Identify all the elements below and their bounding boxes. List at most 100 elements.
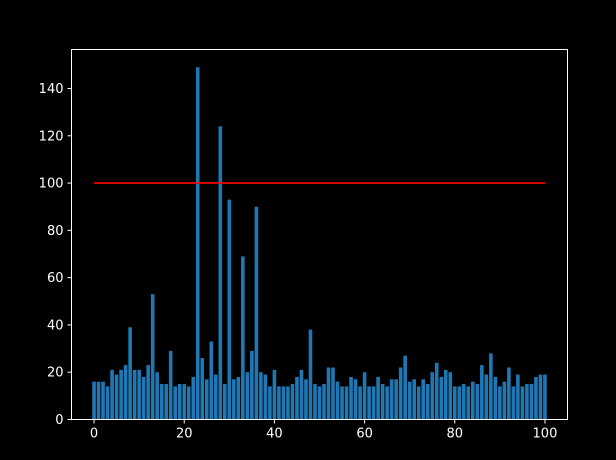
bar-25 (204, 379, 209, 420)
bar-15 (159, 384, 164, 420)
bar-71 (412, 379, 416, 420)
bar-72 (416, 386, 421, 420)
bar-52 (326, 367, 331, 420)
bar-82 (461, 384, 466, 420)
y-tick-label-80: 80 (47, 224, 64, 239)
bar-34 (245, 372, 250, 420)
bar-98 (534, 376, 538, 420)
bar-93 (511, 386, 516, 420)
bar-33 (241, 256, 245, 420)
bar-74 (425, 384, 430, 420)
bar-45 (295, 376, 299, 420)
bar-30 (227, 199, 232, 420)
x-tick-label-80: 80 (446, 427, 463, 442)
bar-91 (502, 381, 507, 420)
bar-40 (272, 369, 277, 420)
bar-47 (304, 379, 308, 420)
x-tick-label-0: 0 (90, 427, 98, 442)
bar-0 (92, 381, 96, 420)
bar-61 (367, 386, 371, 420)
bar-66 (389, 379, 394, 420)
x-tick-label-40: 40 (266, 427, 283, 442)
y-tick-label-120: 120 (39, 129, 64, 144)
bar-77 (439, 376, 444, 420)
plot-frame (71, 49, 568, 420)
bar-96 (525, 384, 529, 420)
bar-85 (475, 384, 480, 420)
y-tick-label-40: 40 (47, 318, 64, 333)
bar-51 (322, 384, 326, 420)
bar-13 (150, 294, 155, 420)
bar-39 (268, 386, 272, 420)
bar-69 (403, 355, 407, 420)
x-tick-label-100: 100 (533, 427, 558, 442)
bar-16 (164, 384, 168, 420)
bar-78 (443, 369, 448, 420)
bar-18 (173, 386, 178, 420)
y-axis: 0 20 40 60 80 100 120 140 (39, 82, 72, 428)
bar-48 (308, 329, 313, 420)
bar-84 (471, 381, 475, 420)
bar-42 (281, 386, 286, 420)
y-tick-label-60: 60 (47, 271, 64, 286)
bar-9 (132, 369, 137, 420)
bar-36 (254, 206, 259, 420)
bar-11 (141, 376, 146, 420)
bar-3 (105, 386, 110, 420)
bar-86 (480, 365, 484, 420)
bar-43 (286, 386, 290, 420)
bar-21 (186, 386, 191, 420)
bar-70 (407, 381, 412, 420)
bar-4 (110, 369, 114, 420)
bar-1 (96, 381, 101, 420)
bar-26 (209, 341, 214, 420)
bar-73 (421, 379, 426, 420)
bar-22 (191, 376, 196, 420)
bar-92 (507, 367, 511, 420)
bar-37 (259, 372, 263, 420)
bar-17 (168, 350, 173, 420)
bar-58 (353, 379, 358, 420)
bar-14 (155, 372, 159, 420)
bar-29 (223, 384, 227, 420)
bar-80 (452, 386, 457, 420)
bar-6 (119, 369, 123, 420)
bar-60 (362, 372, 367, 420)
bar-46 (299, 369, 304, 420)
bar-100 (543, 374, 547, 420)
x-tick-label-60: 60 (356, 427, 373, 442)
y-tick-label-0: 0 (55, 413, 63, 428)
bar-63 (376, 376, 380, 420)
bar-64 (380, 384, 385, 420)
bar-68 (398, 367, 403, 420)
bar-31 (232, 379, 236, 420)
bar-28 (218, 126, 223, 420)
bar-55 (340, 386, 344, 420)
bar-83 (466, 386, 471, 420)
bar-94 (516, 374, 520, 420)
bar-89 (493, 376, 498, 420)
bar-67 (394, 379, 398, 420)
bar-5 (114, 374, 119, 420)
x-tick-label-20: 20 (176, 427, 193, 442)
bar-88 (489, 353, 493, 420)
bar-38 (263, 374, 268, 420)
bar-95 (520, 386, 525, 420)
bar-81 (457, 386, 462, 420)
y-tick-label-140: 140 (39, 82, 64, 97)
bar-50 (317, 386, 322, 420)
bar-12 (146, 365, 150, 420)
bar-75 (430, 372, 435, 420)
bar-53 (331, 367, 335, 420)
bar-series (92, 67, 547, 420)
y-tick-label-20: 20 (47, 366, 64, 381)
bar-54 (335, 381, 340, 420)
bar-79 (448, 372, 453, 420)
bar-56 (344, 386, 349, 420)
bar-8 (128, 327, 132, 420)
bar-99 (538, 374, 543, 420)
bar-65 (385, 386, 389, 420)
bar-20 (182, 384, 187, 420)
bar-97 (529, 384, 534, 420)
